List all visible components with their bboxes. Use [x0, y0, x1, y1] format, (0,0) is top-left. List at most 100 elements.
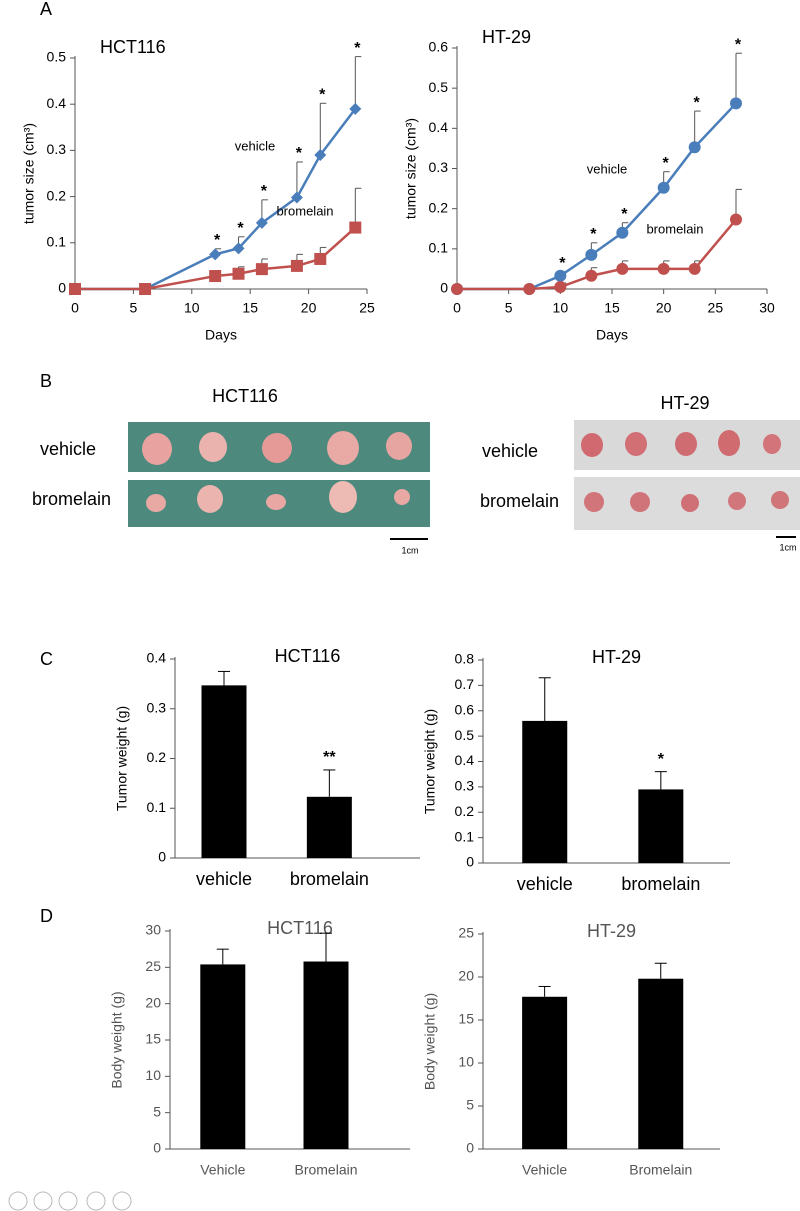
- bar: [303, 961, 349, 1149]
- panel-label: C: [40, 649, 53, 669]
- row-label: vehicle: [40, 439, 96, 459]
- y-tick-label: 20: [145, 994, 161, 1010]
- x-tick-label: 0: [71, 300, 79, 316]
- y-tick-label: 0.2: [47, 187, 67, 203]
- significance: *: [735, 36, 742, 53]
- error-bar: [218, 670, 230, 686]
- marker: [688, 141, 701, 154]
- x-axis-label: Days: [596, 327, 628, 343]
- row-label: bromelain: [32, 489, 111, 509]
- photo-title: HT-29: [660, 393, 709, 413]
- marker: [232, 267, 245, 280]
- scale-label: 1cm: [779, 542, 796, 552]
- bar: [306, 796, 352, 858]
- significance: *: [296, 145, 303, 162]
- y-tick-label: 0.3: [455, 778, 475, 794]
- y-tick-label: 25: [145, 958, 161, 974]
- error-bar: [694, 110, 701, 148]
- significance: *: [658, 751, 665, 768]
- significance: *: [621, 206, 628, 223]
- bar: [638, 978, 684, 1149]
- y-tick-label: 0.5: [429, 79, 449, 95]
- x-tick-label: 10: [184, 300, 200, 316]
- significance: *: [694, 94, 701, 111]
- series-label: bromelain: [276, 203, 333, 218]
- significance: *: [354, 40, 361, 57]
- y-tick-label: 0.3: [47, 141, 67, 157]
- series-label: vehicle: [235, 138, 275, 153]
- significance: **: [323, 749, 336, 766]
- y-tick-label: 15: [145, 1031, 161, 1047]
- marker: [290, 191, 303, 204]
- x-tick-label: 25: [708, 300, 724, 316]
- line: [75, 108, 357, 291]
- y-tick-label: 0.4: [47, 95, 67, 111]
- significance: *: [237, 220, 244, 237]
- marker: [232, 242, 245, 255]
- chart-title: HCT116: [100, 37, 166, 57]
- marker: [314, 149, 327, 162]
- marker: [616, 262, 629, 275]
- y-tick-label: 0.1: [147, 799, 167, 815]
- x-tick-label: 10: [553, 300, 569, 316]
- y-tick-label: 0.6: [429, 39, 449, 55]
- y-tick-label: 10: [458, 1054, 474, 1070]
- bar: [201, 685, 247, 858]
- x-tick-label: 5: [505, 300, 513, 316]
- error-bar: [320, 932, 332, 962]
- marker: [554, 269, 567, 282]
- y-tick-label: 25: [458, 925, 474, 941]
- x-tick-label: 0: [453, 300, 461, 316]
- error-bar: [354, 56, 362, 109]
- y-tick-label: 0.4: [455, 752, 475, 768]
- y-axis-label: tumor size (cm³): [403, 118, 419, 219]
- x-tick-label: 15: [242, 300, 258, 316]
- series-label: vehicle: [587, 161, 627, 176]
- y-tick-label: 0: [153, 1140, 161, 1156]
- viewer-controls[interactable]: [8, 1191, 132, 1211]
- chart-title: HT-29: [587, 921, 636, 941]
- panel-label: B: [40, 371, 52, 391]
- chart: 0 0.1 0.2 0.3 0.4 Tumor weight (g) HCT116 vehic…: [114, 646, 420, 889]
- significance: *: [663, 155, 670, 172]
- y-tick-label: 0.4: [147, 650, 167, 666]
- x-tick-label: 20: [656, 300, 672, 316]
- row-label: bromelain: [480, 491, 559, 511]
- y-tick-label: 0.3: [147, 699, 167, 715]
- error-bar: [319, 102, 327, 156]
- error-bar: [323, 769, 336, 797]
- marker: [554, 280, 567, 293]
- marker: [657, 181, 670, 194]
- bar: [200, 964, 246, 1149]
- x-tick-label: Vehicle: [522, 1162, 567, 1178]
- y-tick-label: 0.2: [429, 199, 449, 215]
- panel-label: A: [40, 0, 52, 19]
- marker: [255, 263, 268, 276]
- significance: *: [261, 183, 268, 200]
- marker: [209, 270, 222, 283]
- marker: [139, 283, 152, 295]
- x-tick-label: Bromelain: [629, 1162, 692, 1178]
- y-axis-label: Body weight (g): [109, 991, 125, 1088]
- chart-title: HCT116: [267, 918, 333, 938]
- error-bar: [538, 677, 551, 721]
- error-bar: [538, 985, 551, 997]
- x-tick-label: 15: [604, 300, 620, 316]
- chart: 0 0.1 0.2 0.3 0.4 0.5 tumor size (cm³) HCT116 0 5…: [21, 37, 375, 343]
- significance: *: [590, 226, 597, 243]
- x-tick-label: 20: [301, 300, 317, 316]
- photo-title: HCT116: [212, 386, 278, 406]
- marker: [585, 269, 598, 282]
- x-tick-label: Bromelain: [294, 1162, 357, 1178]
- photo: [128, 422, 430, 527]
- series-label: bromelain: [646, 221, 703, 236]
- marker: [730, 213, 742, 226]
- x-tick-label: 5: [130, 300, 138, 316]
- scale-label: 1cm: [401, 545, 418, 555]
- marker: [349, 221, 362, 234]
- row-label: vehicle: [482, 441, 538, 461]
- bar: [638, 789, 684, 863]
- marker: [451, 283, 463, 295]
- photo: [574, 420, 800, 530]
- y-tick-label: 0.7: [455, 676, 475, 692]
